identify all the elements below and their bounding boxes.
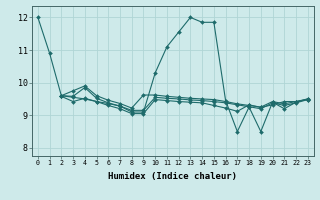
X-axis label: Humidex (Indice chaleur): Humidex (Indice chaleur)	[108, 172, 237, 181]
